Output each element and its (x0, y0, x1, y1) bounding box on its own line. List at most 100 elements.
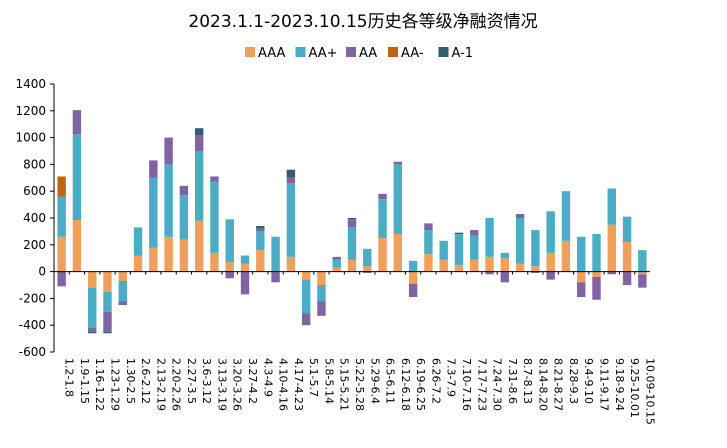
x-tick-label: 6.26-7.2 (429, 358, 442, 404)
bar-segment-aaplus (577, 236, 586, 272)
bar-segment-aaplus (72, 134, 82, 221)
bar-segment-aaplus (347, 227, 357, 260)
bar-segment-aaa (424, 254, 433, 272)
bar-segment-aaa (317, 271, 326, 285)
bar-segment-aaa (149, 247, 158, 272)
bar-segment-aaa (103, 271, 112, 292)
bar-segment-aa (88, 327, 97, 332)
bar-segment-aaa (515, 263, 525, 272)
bar-segment-aa (332, 256, 341, 260)
bar-segment-aaplus (225, 219, 234, 263)
y-tick-label: 1200 (15, 104, 46, 118)
y-axis: -600 -400 -200 0 200 400 600 800 1000 1200 1400 (15, 77, 55, 359)
y-tick-label: 0 (38, 265, 46, 279)
bar-segment-aa (424, 223, 433, 231)
bar-segment-aaplus (393, 164, 403, 235)
bar-segment-aaplus (256, 231, 265, 251)
bar-segment-aaplus (103, 291, 112, 312)
bar-segment-aaplus (317, 285, 326, 302)
legend-label: A-1 (452, 46, 474, 61)
bar-segment-aaa (286, 256, 296, 272)
bar-segment-aminus1 (88, 331, 97, 334)
bar-segment-aaa (622, 242, 632, 272)
x-tick-label: 2.6-2.12 (139, 358, 152, 404)
bar-segment-aaa (72, 220, 82, 272)
bar-segment-aaa (531, 266, 540, 272)
y-tick-label: -400 (19, 318, 46, 332)
bar-segment-aa (347, 219, 357, 228)
bar-segment-aa (103, 311, 112, 332)
bar-segment-aaplus (194, 151, 204, 221)
x-tick-label: 4.17-4.23 (292, 358, 305, 411)
bar-segment-aa (363, 271, 372, 273)
x-tick-label: 10.09-10.15 (643, 358, 656, 425)
y-tick-label: 800 (23, 157, 46, 171)
bar-segment-aaplus (607, 188, 616, 225)
x-tick-label: 9.4-9.10 (582, 358, 595, 404)
bar-segment-aaa (194, 220, 204, 272)
x-tick-label: 4.10-4.16 (277, 358, 290, 411)
bar-segment-aaa (607, 224, 616, 272)
bar-segment-aaplus (301, 279, 311, 314)
bar-segment-aaa (485, 256, 494, 272)
bar-segment-aa (149, 160, 158, 178)
bar-segment-aaplus (531, 230, 540, 267)
x-tick-label: 2.20-2.26 (170, 358, 183, 411)
bar-segment-aaplus (470, 235, 479, 260)
legend-swatch (295, 47, 306, 57)
legend-label: AAA (258, 46, 286, 61)
bar-segment-aa (408, 283, 418, 298)
bar-segment-aa (607, 271, 616, 275)
bar-segment-aa (271, 271, 280, 283)
legend-label: AA (359, 46, 377, 61)
bar-segment-aa (179, 185, 189, 196)
bar-segment-aaa (347, 259, 357, 272)
bar-segment-aa (57, 271, 66, 287)
bar-segment-aa (317, 301, 326, 316)
bar-segment-aa (638, 274, 647, 288)
x-tick-label: 6.19-6.25 (414, 358, 427, 411)
bar-segment-aaplus (378, 199, 387, 239)
x-tick-label: 6.5-6.11 (384, 358, 397, 404)
x-tick-label: 8.21-8.27 (552, 358, 565, 411)
x-tick-label: 3.13-3.19 (215, 358, 228, 411)
x-tick-label: 5.1-5.7 (307, 358, 320, 397)
bar-segment-aa (256, 228, 265, 232)
x-tick-label: 5.8-5.14 (322, 358, 335, 404)
x-tick-label: 2.13-2.19 (154, 358, 167, 411)
legend-swatch (388, 47, 398, 57)
bar-segment-aaa (546, 252, 555, 272)
bar-segment-aaa (179, 239, 189, 272)
bar-segment-aa (592, 276, 601, 300)
bar-segment-aaa (301, 271, 311, 280)
bar-segment-aa (622, 271, 632, 285)
x-tick-label: 7.10-7.16 (460, 358, 473, 411)
x-tick-label: 5.29-6.4 (368, 358, 381, 404)
bar-series-group (57, 110, 647, 334)
bar-segment-aaa (470, 259, 479, 272)
chart-legend: AAA AA+ AA AA- A-1 (245, 46, 473, 61)
bar-segment-aaplus (638, 250, 647, 272)
legend-swatch (438, 47, 449, 57)
bar-segment-aaplus (500, 252, 510, 259)
bar-segment-aminus1 (256, 226, 265, 229)
bar-segment-aaa (577, 271, 586, 283)
bar-segment-aaplus (240, 255, 250, 264)
bar-segment-aa (531, 271, 540, 273)
x-tick-label: 7.24-7.30 (491, 358, 504, 411)
bar-segment-aaa (133, 255, 143, 272)
bar-segment-aaa (408, 271, 418, 284)
bar-segment-aa (286, 177, 296, 184)
bar-segment-aaa (210, 252, 219, 272)
x-tick-label: 3.6-3.12 (200, 358, 213, 404)
x-tick-label: 4.3-4.9 (261, 358, 274, 397)
bar-segment-aaa (88, 271, 97, 288)
bar-segment-aa (393, 161, 403, 165)
bar-segment-aaplus (546, 211, 555, 253)
x-tick-label: 7.3-7.9 (445, 358, 458, 397)
legend-label: AA+ (309, 46, 338, 61)
bar-segment-aaplus (133, 227, 143, 256)
bar-segment-aaplus (179, 195, 189, 240)
legend-label: AA- (401, 46, 424, 61)
x-tick-label: 1.30-2.5 (124, 358, 137, 404)
